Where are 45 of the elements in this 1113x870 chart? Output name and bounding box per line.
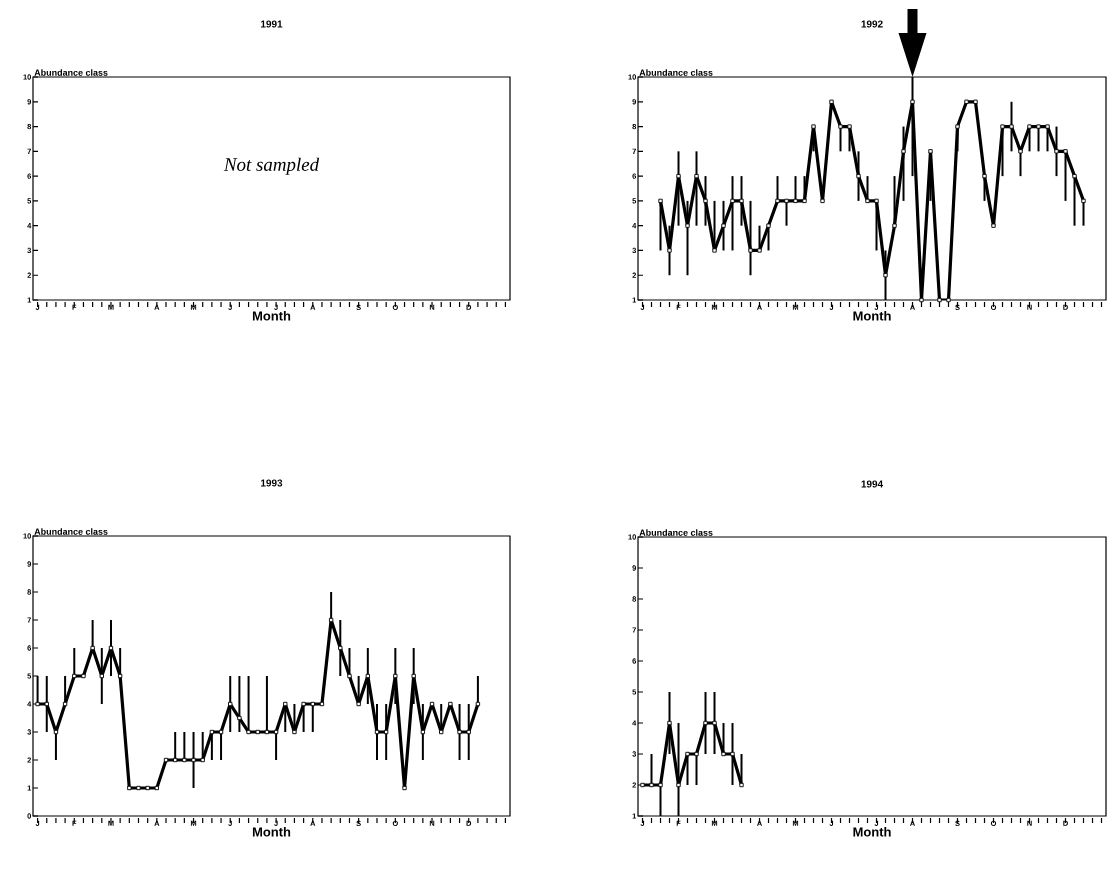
point (338, 645, 343, 651)
point (730, 198, 735, 204)
point (457, 729, 462, 735)
y-axis-title: Abundance class (639, 529, 713, 536)
x-axis-title: Month (252, 827, 291, 837)
chart-title: 1991 (261, 20, 283, 28)
annotation: Not sampled (223, 157, 320, 175)
point (676, 173, 681, 179)
y-axis-title: Abundance class (34, 69, 108, 76)
point (910, 99, 915, 104)
point (730, 751, 735, 757)
point (667, 720, 672, 726)
chart-title: 1993 (261, 479, 283, 487)
point (856, 173, 861, 179)
point (901, 149, 906, 154)
chart-title: 1994 (861, 480, 884, 488)
y-axis-title: Abundance class (34, 528, 108, 535)
point (721, 223, 726, 228)
point (237, 715, 242, 721)
point (739, 198, 744, 204)
point (466, 729, 471, 735)
point (44, 701, 49, 707)
point (667, 248, 672, 253)
point (685, 223, 690, 228)
point (883, 273, 888, 278)
point (676, 782, 681, 788)
chart-title: 1992 (861, 20, 883, 28)
point (1009, 124, 1014, 129)
point (1054, 149, 1059, 154)
x-axis-title: Month (853, 827, 891, 837)
point (393, 673, 398, 679)
point (228, 701, 233, 707)
point (99, 673, 104, 679)
x-axis-title: Month (853, 311, 891, 321)
point (703, 720, 708, 726)
y-axis-title: Abundance class (639, 69, 713, 76)
point (703, 198, 708, 204)
point (191, 757, 196, 763)
point (411, 673, 416, 679)
x-axis-title: Month (252, 311, 291, 321)
point (748, 248, 753, 253)
point (384, 729, 389, 735)
point (365, 673, 370, 679)
point (694, 173, 699, 179)
point (712, 720, 717, 726)
